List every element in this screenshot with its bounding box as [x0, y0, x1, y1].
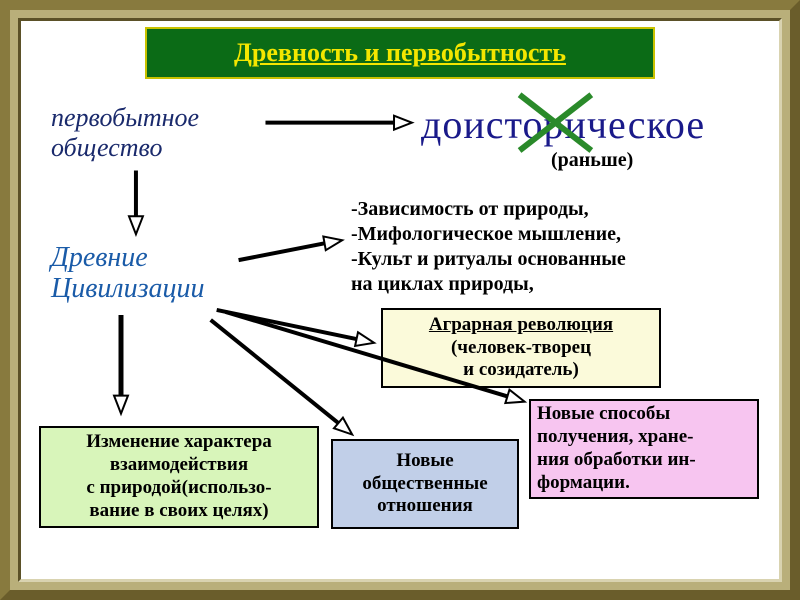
node-ancient-civilizations: Древние Цивилизации	[51, 243, 205, 305]
label-earlier: (раньше)	[551, 149, 633, 172]
node-primitive-society: первобытное общество	[51, 103, 199, 163]
info-l4: формации.	[537, 472, 630, 493]
outer-frame: Древность и первобытность первобытное об…	[0, 0, 800, 600]
agrarian-l2: (человек-творец	[451, 337, 591, 358]
info-l2: получения, хране-	[537, 426, 693, 447]
relations-l3: отношения	[377, 495, 473, 516]
arrow-civ-to-agrarian	[217, 310, 376, 350]
agrarian-heading: Аграрная революция	[429, 314, 613, 335]
arrow-civ-to-nature	[114, 315, 128, 414]
nature-l3: с природой(использо-	[86, 477, 271, 498]
nature-l2: взаимодействия	[110, 454, 248, 475]
primitive-line1: первобытное	[51, 103, 199, 132]
box-agrarian-revolution: Аграрная революция (человек-творец и соз…	[381, 308, 661, 388]
feature-4: на циклах природы,	[351, 273, 534, 295]
arrow-primitive-to-civilizations	[129, 170, 143, 234]
civ-line1: Древние	[51, 242, 148, 273]
feature-1: -Зависимость от природы,	[351, 198, 589, 220]
title-text: Древность и первобытность	[234, 38, 566, 68]
nature-l1: Изменение характера	[86, 431, 272, 452]
info-l3: ния обработки ин-	[537, 449, 696, 470]
box-nature-interaction: Изменение характера взаимодействия с при…	[39, 426, 319, 528]
relations-l2: общественные	[362, 473, 487, 494]
nature-l4: вание в своих целях)	[89, 500, 268, 521]
relations-l1: Новые	[396, 450, 453, 471]
info-l1: Новые способы	[537, 403, 670, 424]
box-social-relations: Новые общественные отношения	[331, 439, 519, 529]
civ-line2: Цивилизации	[51, 273, 205, 304]
agrarian-l3: и созидатель)	[463, 359, 579, 380]
feature-2: -Мифологическое мышление,	[351, 223, 621, 245]
arrow-civ-to-features	[239, 233, 344, 260]
arrow-primitive-to-prehistoric	[265, 116, 411, 130]
box-information-methods: Новые способы получения, хране- ния обра…	[529, 399, 759, 499]
primitive-line2: общество	[51, 133, 162, 162]
node-prehistoric: доисторическое	[421, 101, 705, 148]
title-banner: Древность и первобытность	[145, 27, 655, 79]
node-features-list: -Зависимость от природы, -Мифологическое…	[351, 197, 626, 297]
inner-frame: Древность и первобытность первобытное об…	[18, 18, 782, 582]
feature-3: -Культ и ритуалы основанные	[351, 248, 626, 270]
arrow-civ-to-relations	[211, 320, 357, 440]
